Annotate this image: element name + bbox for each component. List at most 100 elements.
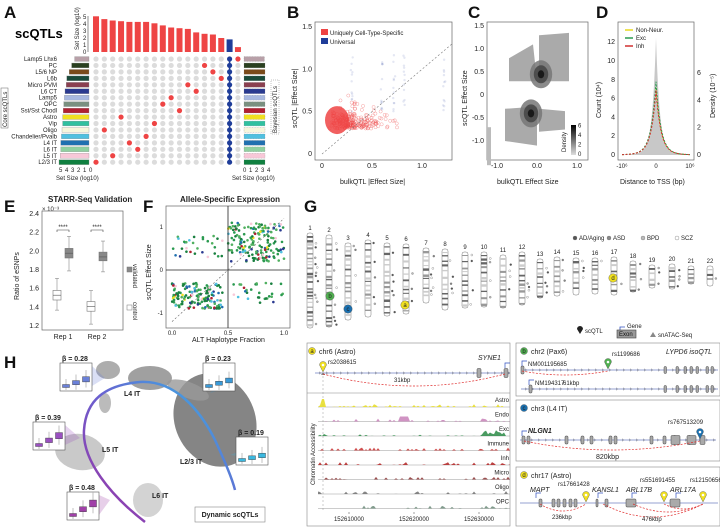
matrix-dot-active: [126, 140, 132, 146]
matrix-dot: [118, 140, 124, 146]
matrix-dot: [160, 127, 166, 133]
universal-point: [402, 100, 405, 103]
linkage-arc: [521, 370, 609, 376]
matrix-dot: [235, 82, 241, 88]
d-ylabel: Count (10⁴): [596, 82, 603, 118]
locus-marker-label: c: [347, 307, 350, 313]
matrix-dot: [185, 114, 191, 120]
matrix-dot: [218, 95, 224, 101]
matrix-dot: [235, 127, 241, 133]
strand-arrow: [444, 371, 447, 375]
ase-point: [190, 290, 194, 294]
cytoband: [442, 288, 448, 290]
cytoband: [481, 297, 487, 300]
strand-arrow: [544, 438, 547, 442]
chromosome-ideogram: [572, 257, 580, 296]
chromosome-label: 10: [481, 245, 488, 251]
ase-point: [261, 253, 265, 256]
universal-point: [350, 98, 353, 101]
matrix-dot: [126, 82, 132, 88]
ase-point: [195, 289, 199, 293]
e-y-tick: 2.2: [29, 230, 39, 237]
core-axis-tick: 5: [59, 168, 63, 174]
cytoband: [462, 290, 468, 292]
specific-point: [373, 125, 378, 130]
c-y-tick: -0.5: [472, 115, 484, 122]
cytoband: [630, 264, 636, 266]
cluster-label: L6 IT: [152, 493, 169, 500]
density-region: [539, 108, 565, 132]
specific-point: [392, 118, 397, 123]
matrix-dot: [210, 75, 216, 81]
disease-locus-dot: [333, 303, 337, 306]
matrix-dot-active: [101, 127, 107, 133]
ase-point: [231, 228, 235, 232]
e-y-tick: 1.4: [29, 304, 39, 311]
matrix-dot: [135, 62, 141, 69]
strand-arrow: [325, 371, 328, 375]
specific-point: [352, 100, 357, 105]
d-y-tick: 0: [611, 152, 615, 159]
strand-arrow: [650, 387, 653, 391]
d-y-tick-right: 6: [697, 70, 701, 77]
matrix-dot: [151, 62, 158, 69]
e-scale-note: × 10⁻³: [42, 207, 59, 213]
ase-point: [273, 222, 276, 226]
locus-badge-label: c: [523, 406, 526, 412]
strand-arrow: [493, 371, 496, 375]
strand-arrow: [545, 387, 548, 391]
ase-point: [266, 233, 269, 236]
cytoband: [462, 284, 468, 286]
matrix-dot: [235, 101, 241, 107]
strand-arrow: [537, 438, 540, 442]
track-ylabel: Chromatin Accessibility: [311, 423, 317, 485]
colorbar: [571, 125, 576, 155]
cytoband: [423, 256, 429, 258]
cytoband: [592, 261, 598, 263]
ase-point: [172, 288, 176, 292]
ase-point: [218, 286, 222, 289]
genomic-coordinate: 152610000: [334, 517, 365, 523]
matrix-dot: [135, 75, 141, 81]
ase-point: [276, 252, 280, 256]
matrix-dot: [143, 88, 149, 94]
ase-point: [264, 256, 268, 259]
ase-point: [214, 282, 218, 286]
cytoband: [519, 297, 525, 299]
ase-point: [182, 283, 186, 286]
row-label: Sst/Sst Chodl: [21, 109, 57, 115]
core-set-bar: [71, 62, 90, 68]
exon: [613, 435, 618, 445]
locus-badge: [520, 347, 528, 355]
cytoband: [481, 258, 487, 261]
matrix-dot: [201, 153, 208, 159]
matrix-dot: [201, 95, 208, 101]
strand-arrow: [486, 371, 489, 375]
cytoband: [611, 289, 617, 292]
cytoband: [649, 283, 655, 286]
chromosome-label: 20: [669, 257, 676, 263]
strand-arrow: [593, 438, 596, 442]
locus-badge-label: d: [522, 473, 525, 479]
beta-label: β = 0.48: [69, 485, 95, 492]
cytoband: [611, 264, 617, 267]
matrix-dot: [101, 88, 107, 94]
matrix-dot: [235, 88, 241, 94]
specific-point: [378, 109, 383, 114]
ase-point: [206, 291, 209, 295]
universal-point: [442, 73, 446, 77]
cytoband: [345, 290, 351, 293]
cytoband: [345, 286, 351, 289]
inset-box: [238, 458, 246, 462]
b-y-tick: 1.0: [302, 66, 312, 73]
ase-point: [217, 283, 221, 287]
strand-arrow: [615, 368, 618, 372]
ase-point: [188, 285, 191, 288]
ase-point: [267, 226, 270, 230]
cytoband: [462, 294, 468, 297]
cytoband: [403, 273, 409, 275]
ase-point: [243, 249, 247, 253]
bayes-set-bar: [243, 69, 266, 75]
ase-point: [246, 238, 249, 242]
ase-point: [261, 226, 264, 230]
